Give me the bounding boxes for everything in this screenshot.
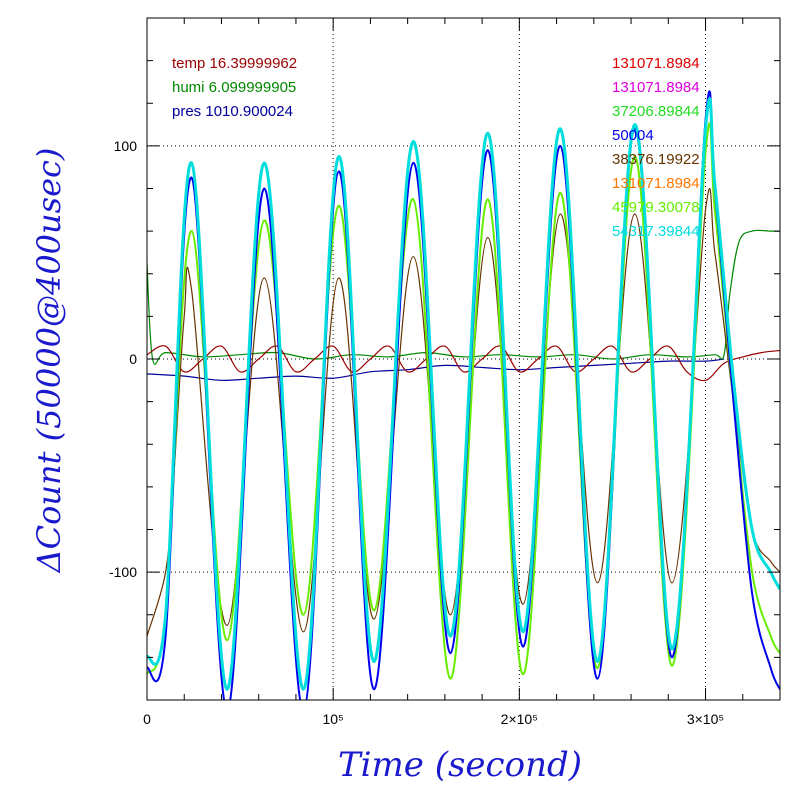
y-tick-label: 100 (114, 138, 138, 154)
x-axis-title: Time (second) (338, 745, 582, 785)
x-tick-label: 3×10⁵ (687, 711, 724, 727)
series-line-temp (147, 345, 780, 382)
legend-entry: 45979.30078 (612, 199, 700, 216)
series-line-54317.39844 (147, 97, 780, 691)
legend-left: temp 16.39999962 humi 6.099999905 pres 101… (172, 55, 297, 120)
legend-entry: 37206.89844 (612, 103, 700, 120)
legend-entry: humi 6.099999905 (172, 79, 296, 96)
x-tick-label: 2×10⁵ (501, 711, 538, 727)
y-tick-label: -100 (109, 564, 137, 580)
legend-entry: temp 16.39999962 (172, 55, 297, 72)
x-tick-label: 10⁵ (322, 711, 343, 727)
grid-lines (147, 18, 780, 700)
legend-entry: 38376.19922 (612, 151, 700, 168)
series-line-humi (147, 229, 780, 365)
axis-ticks: 0 10⁵ 2×10⁵ 3×10⁵ 100 0 -100 (109, 18, 780, 727)
y-tick-label: 0 (129, 351, 137, 367)
legend-entry: 54317.39844 (612, 223, 700, 240)
series-line-38376.19922 (147, 188, 780, 637)
y-axis-title: ΔCount (50000@400usec) (30, 148, 68, 575)
legend-entry: 50004 (612, 127, 654, 144)
x-tick-label: 0 (143, 711, 151, 727)
legend-entry: pres 1010.900024 (172, 103, 293, 120)
legend-entry: 131071.8984 (612, 175, 700, 192)
legend-entry: 131071.8984 (612, 55, 700, 72)
legend-right: 131071.8984 131071.8984 37206.89844 50004 38… (612, 55, 700, 240)
plot-series (147, 90, 780, 700)
legend-entry: 131071.8984 (612, 79, 700, 96)
